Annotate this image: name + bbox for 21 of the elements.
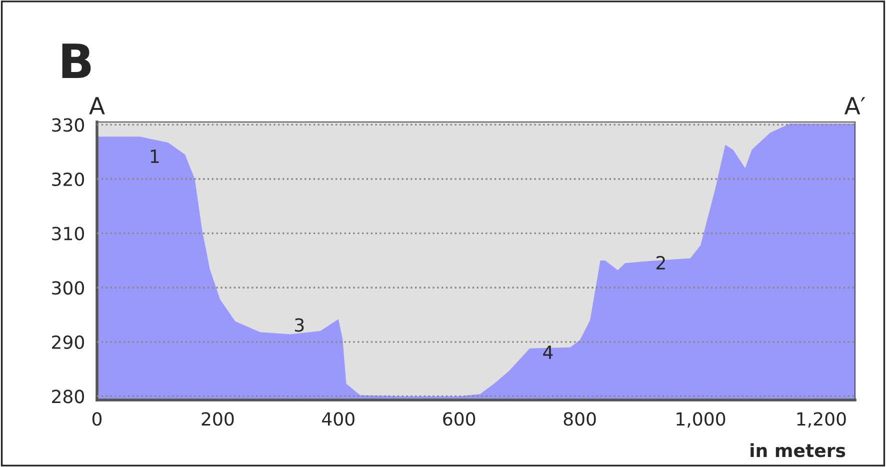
x-tick-label: 800 bbox=[564, 412, 596, 426]
y-tick-label: 330 bbox=[52, 118, 84, 132]
y-tick-label: 290 bbox=[52, 335, 84, 350]
y-tick-label: 310 bbox=[52, 226, 84, 240]
y-tick-label: 280 bbox=[52, 390, 84, 404]
x-tick-label: 1,200 bbox=[797, 412, 846, 428]
x-tick-label: 400 bbox=[322, 412, 354, 426]
annotation: 4 bbox=[543, 346, 553, 359]
x-tick-label: 200 bbox=[202, 412, 234, 426]
text: A bbox=[89, 97, 105, 114]
annotation: 3 bbox=[295, 318, 304, 332]
y-tick-label: 300 bbox=[52, 281, 84, 295]
annotation: 2 bbox=[656, 256, 665, 270]
y-tick-label: 320 bbox=[52, 172, 84, 186]
x-tick-label: 0 bbox=[92, 412, 102, 426]
x-tick-label: 1,000 bbox=[676, 412, 726, 428]
annotation: 1 bbox=[150, 150, 159, 163]
x-axis-title: in meters bbox=[750, 443, 846, 458]
text: A′ bbox=[844, 97, 866, 114]
x-tick-label: 600 bbox=[443, 412, 476, 426]
chart-title: B bbox=[62, 44, 91, 78]
